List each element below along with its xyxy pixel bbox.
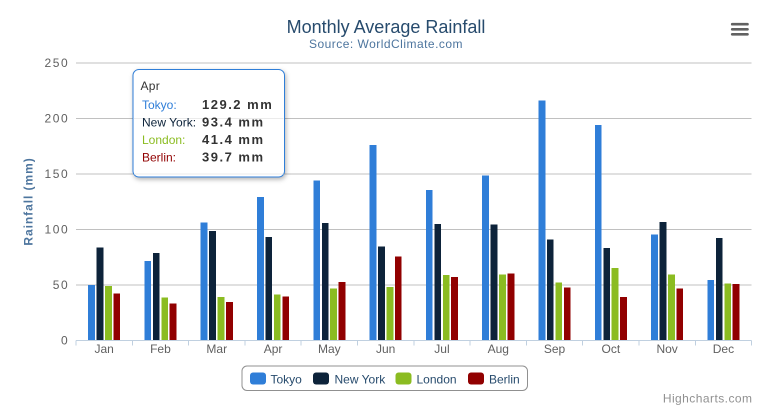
svg-text:Berlin: Berlin xyxy=(489,373,520,387)
svg-text:May: May xyxy=(318,342,341,356)
svg-text:Sep: Sep xyxy=(544,342,566,356)
svg-text:Source: WorldClimate.com: Source: WorldClimate.com xyxy=(309,37,463,51)
svg-text:Jun: Jun xyxy=(376,342,395,356)
svg-text:Jan: Jan xyxy=(94,342,113,356)
svg-text:Jul: Jul xyxy=(434,342,449,356)
svg-text:Oct: Oct xyxy=(602,342,621,356)
svg-text:39.7 mm: 39.7 mm xyxy=(202,150,265,165)
svg-text:Tokyo:: Tokyo: xyxy=(142,98,177,112)
svg-text:129.2 mm: 129.2 mm xyxy=(202,97,273,112)
svg-text:London:: London: xyxy=(142,133,185,147)
svg-text:Tokyo: Tokyo xyxy=(271,373,303,387)
svg-text:New York:: New York: xyxy=(142,116,196,130)
svg-text:150: 150 xyxy=(44,167,69,181)
svg-text:200: 200 xyxy=(44,112,69,126)
svg-text:Aug: Aug xyxy=(488,342,509,356)
svg-text:Apr: Apr xyxy=(141,79,161,93)
svg-text:Berlin:: Berlin: xyxy=(142,151,176,165)
svg-text:41.4 mm: 41.4 mm xyxy=(202,132,265,147)
svg-text:250: 250 xyxy=(44,56,69,70)
svg-text:Rainfall (mm): Rainfall (mm) xyxy=(22,157,36,245)
svg-text:50: 50 xyxy=(53,278,70,292)
svg-text:Monthly Average Rainfall: Monthly Average Rainfall xyxy=(287,17,486,37)
svg-text:Highcharts.com: Highcharts.com xyxy=(663,392,753,406)
svg-text:93.4 mm: 93.4 mm xyxy=(202,115,265,130)
svg-text:100: 100 xyxy=(44,223,69,237)
svg-text:New York: New York xyxy=(335,373,387,387)
svg-text:Mar: Mar xyxy=(206,342,227,356)
svg-text:London: London xyxy=(417,373,457,387)
svg-text:Nov: Nov xyxy=(656,342,677,356)
svg-text:Dec: Dec xyxy=(713,342,734,356)
svg-text:Feb: Feb xyxy=(150,342,171,356)
svg-text:0: 0 xyxy=(61,334,69,348)
svg-text:Apr: Apr xyxy=(264,342,283,356)
